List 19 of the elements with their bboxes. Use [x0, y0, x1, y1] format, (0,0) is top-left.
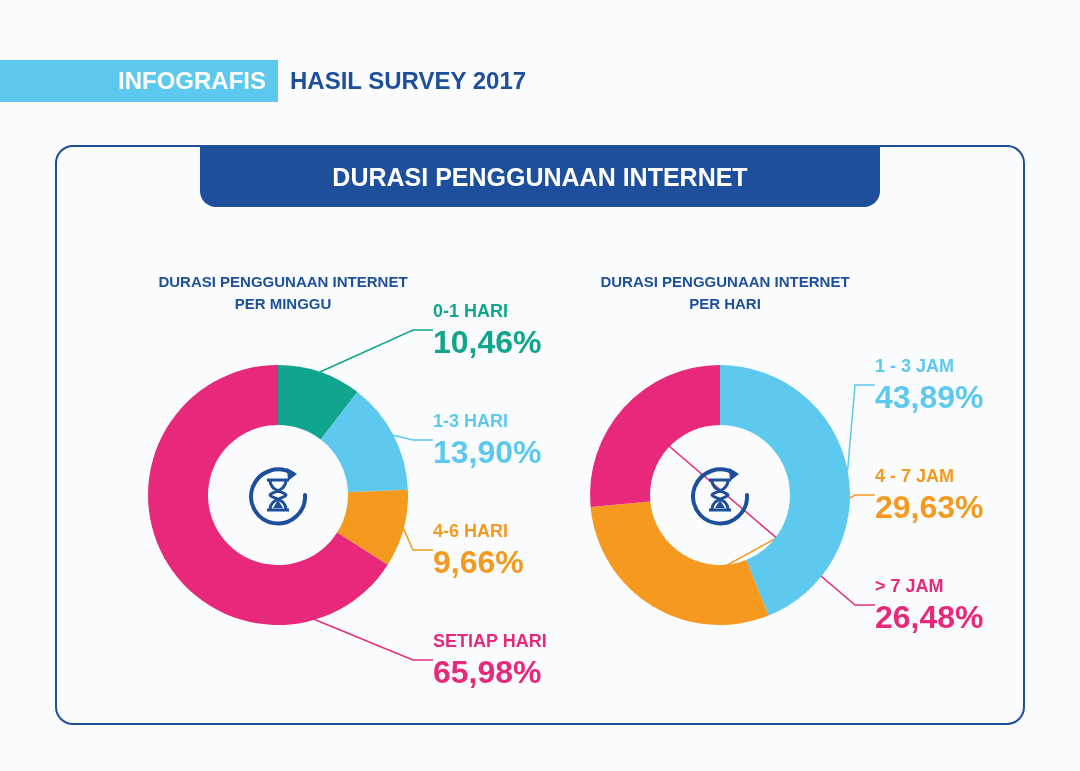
data-label: 13,90%	[433, 434, 542, 470]
slice-label: 1 - 3 JAM	[875, 356, 955, 376]
data-label: 9,66%	[433, 544, 524, 580]
chart-title: DURASI PENGGUNAAN INTERNET PER HARI	[600, 272, 850, 312]
slice-label: 4-6 HARI	[433, 521, 509, 541]
text: HASIL SURVEY 2017	[290, 66, 527, 96]
data-label: 26,48%	[875, 599, 984, 635]
data-label: 10,46%	[433, 324, 542, 360]
slice-label: 1-3 HARI	[433, 411, 509, 431]
slice-label: > 7 JAM	[875, 576, 944, 596]
data-label: 29,63%	[875, 489, 984, 525]
chart-title: DURASI PENGGUNAAN INTERNET PER MINGGU	[158, 272, 408, 312]
slice-label: 4 - 7 JAM	[875, 466, 955, 486]
slice-label: SETIAP HARI	[433, 631, 547, 651]
text: DURASI PENGGUNAAN INTERNET	[200, 147, 880, 207]
data-label: 43,89%	[875, 379, 984, 415]
text: INFOGRAFIS	[0, 60, 278, 102]
data-label: 65,98%	[433, 654, 542, 690]
slice-label: 0-1 HARI	[433, 301, 509, 321]
